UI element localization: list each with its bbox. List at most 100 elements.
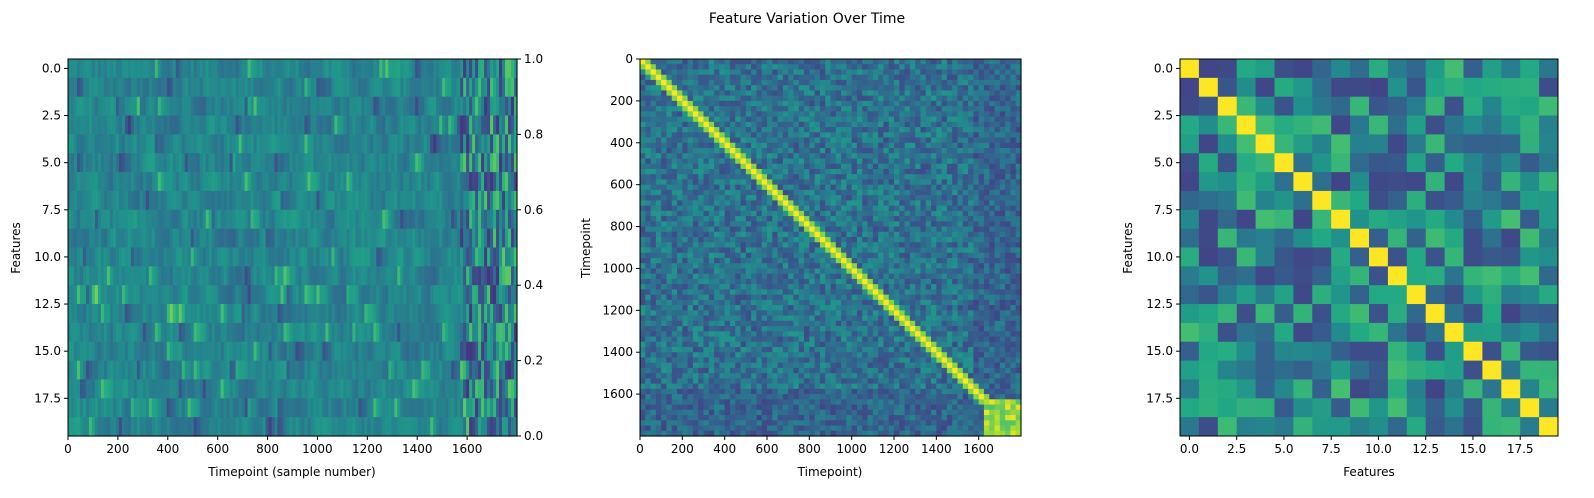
- panel-2-cell: [788, 189, 795, 196]
- panel-2-cell: [745, 74, 752, 81]
- panel-1-cell: [328, 285, 333, 305]
- panel-2-cell: [782, 132, 789, 139]
- panel-1-cell: [424, 247, 428, 267]
- panel-2-cell: [830, 174, 837, 181]
- panel-1-cell: [340, 360, 344, 381]
- panel-2-cell: [682, 179, 689, 186]
- panel-1-cell: [415, 228, 419, 249]
- panel-2-cell: [751, 106, 758, 112]
- panel-1-cell: [379, 115, 383, 135]
- panel-1-cell: [481, 228, 485, 249]
- panel-2-cell: [692, 148, 699, 154]
- panel-2-cell: [777, 137, 784, 144]
- panel-2-cell: [888, 168, 895, 175]
- panel-1-cell: [244, 96, 249, 117]
- panel-1-cell: [211, 304, 216, 324]
- panel-2-cell: [782, 100, 789, 107]
- panel-2-cell: [931, 116, 937, 123]
- panel-1-cell: [424, 360, 428, 381]
- panel-2-cell: [729, 100, 736, 107]
- panel-2-cell: [655, 95, 662, 102]
- panel-2-cell: [941, 95, 948, 102]
- panel-1-cell: [142, 59, 147, 79]
- panel-2-cell: [809, 127, 816, 133]
- panel-2-cell: [740, 179, 747, 186]
- panel-1-cell: [502, 341, 506, 362]
- panel-1-cell: [412, 341, 416, 362]
- panel-1-cell: [346, 115, 350, 135]
- panel-1-heatmap-cells: [68, 59, 518, 437]
- panel-1-cell: [85, 115, 90, 135]
- panel-1-cell: [424, 341, 428, 362]
- panel-1-cell: [364, 285, 368, 305]
- panel-2-cell: [814, 106, 821, 112]
- panel-1-cell: [448, 209, 452, 230]
- panel-1-cell: [409, 266, 413, 286]
- panel-2-cell: [698, 163, 705, 170]
- panel-1-cell: [94, 304, 99, 324]
- panel-1-cell: [514, 322, 518, 343]
- panel-2-cell: [661, 127, 668, 133]
- panel-2-cell: [851, 74, 858, 81]
- panel-1-cell: [376, 134, 380, 154]
- panel-1-cell: [241, 228, 246, 249]
- panel-2-cell: [899, 158, 906, 165]
- panel-2-cell: [978, 184, 985, 191]
- panel-2-cell: [846, 100, 853, 107]
- panel-1-cell: [337, 322, 341, 343]
- panel-1-cell: [85, 228, 90, 249]
- panel-2-cell: [682, 90, 689, 97]
- panel-1-cell: [130, 360, 135, 381]
- panel-1-cell: [238, 341, 243, 362]
- panel-1-cell: [94, 96, 99, 117]
- panel-1-cell: [418, 398, 422, 418]
- panel-1-cell: [139, 59, 144, 79]
- panel-2-cell: [798, 195, 805, 201]
- panel-1-cell: [217, 322, 222, 343]
- panel-1-cell: [388, 341, 392, 362]
- panel-1-cell: [436, 304, 440, 324]
- panel-1-cell: [70, 77, 75, 98]
- panel-1-cell: [211, 285, 216, 305]
- panel-1-cell: [163, 115, 168, 135]
- panel-2-cell: [708, 153, 715, 160]
- panel-2-cell: [671, 174, 678, 181]
- panel-2-cell: [740, 158, 747, 165]
- panel-2-cell: [946, 95, 953, 102]
- panel-2-cell: [1010, 69, 1017, 76]
- panel-2-cell: [735, 74, 742, 81]
- panel-2-cell: [909, 79, 916, 86]
- panel-1-cell: [406, 266, 410, 286]
- panel-1-cell: [250, 360, 255, 381]
- panel-1-cell: [334, 59, 338, 79]
- panel-1-cell: [97, 209, 102, 230]
- panel-1-cell: [115, 379, 120, 399]
- panel-2-cell: [724, 59, 731, 65]
- panel-2-cell: [999, 95, 1006, 102]
- panel-1-cell: [214, 266, 219, 286]
- panel-1-cell: [325, 285, 330, 305]
- panel-2-cell: [989, 189, 996, 196]
- panel-2-cell: [830, 168, 837, 175]
- panel-1-cell: [367, 172, 371, 192]
- panel-2-cell: [830, 142, 837, 149]
- panel-1-cell: [427, 172, 431, 192]
- panel-2-cell: [1015, 79, 1022, 86]
- panel-2-cell: [883, 106, 890, 112]
- panel-1-cell: [220, 360, 225, 381]
- panel-1-cell: [250, 153, 255, 173]
- panel-2-cell: [756, 74, 763, 81]
- panel-2-cell: [655, 116, 662, 123]
- panel-2-cell: [703, 132, 710, 139]
- panel-2-cell: [946, 142, 953, 149]
- panel-2-cell: [788, 79, 795, 86]
- panel-2-cell: [983, 127, 990, 133]
- panel-1-cell: [463, 285, 467, 305]
- panel-2-cell: [671, 79, 678, 86]
- panel-2-cell: [872, 174, 879, 181]
- panel-1-cell: [241, 379, 246, 399]
- panel-1-cell: [313, 285, 318, 305]
- panel-1-cell: [136, 134, 141, 154]
- panel-1-cell: [280, 59, 285, 79]
- panel-2-cell: [798, 137, 805, 144]
